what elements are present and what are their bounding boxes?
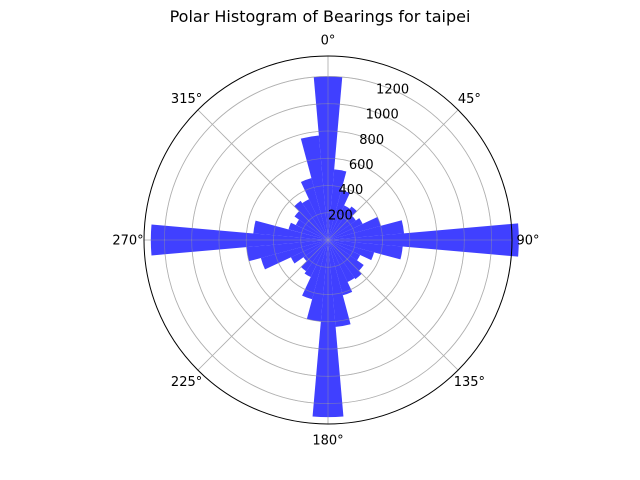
bar-150 — [328, 240, 355, 282]
r-label-600: 600 — [349, 158, 374, 173]
r-label-1200: 1200 — [376, 82, 409, 97]
bar-190 — [306, 240, 328, 322]
bar-40 — [328, 206, 357, 240]
r-label-200: 200 — [328, 208, 353, 223]
bar-130 — [328, 240, 364, 271]
bar-140 — [328, 240, 362, 280]
grid-spoke-315 — [197, 109, 329, 241]
grid-spoke-225 — [197, 239, 329, 371]
grid-spoke-135 — [327, 239, 459, 371]
polar-grid-overlay — [144, 56, 512, 424]
bar-160 — [328, 240, 353, 296]
bar-100 — [328, 240, 403, 260]
bar-80 — [328, 220, 405, 240]
bar-330 — [302, 199, 328, 240]
theta-label-45: 45° — [458, 92, 481, 107]
bar-210 — [304, 240, 328, 278]
bar-280 — [253, 220, 328, 240]
bar-110 — [328, 240, 375, 261]
bar-230 — [303, 240, 328, 262]
bar-240 — [290, 240, 328, 264]
polar-frame — [143, 55, 513, 425]
r-label-800: 800 — [359, 133, 384, 148]
bar-30 — [328, 205, 350, 240]
bar-250 — [260, 240, 328, 270]
bar-220 — [301, 240, 328, 272]
theta-label-135: 135° — [454, 375, 485, 390]
bar-60 — [328, 218, 363, 240]
bar-320 — [294, 200, 328, 240]
theta-label-90: 90° — [516, 234, 539, 249]
bar-200 — [302, 240, 328, 300]
bar-290 — [288, 222, 328, 240]
bar-260 — [246, 240, 328, 262]
bar-300 — [295, 219, 328, 240]
theta-label-0: 0° — [321, 34, 336, 49]
bar-70 — [328, 216, 381, 240]
chart-title: Polar Histogram of Bearings for taipei — [170, 7, 471, 26]
theta-label-180: 180° — [312, 434, 343, 449]
theta-label-270: 270° — [112, 234, 143, 249]
grid-spoke-45 — [327, 109, 459, 241]
theta-label-315: 315° — [171, 92, 202, 107]
theta-label-225: 225° — [171, 375, 202, 390]
r-label-1000: 1000 — [366, 108, 399, 123]
bar-310 — [294, 211, 328, 240]
r-label-400: 400 — [338, 183, 363, 198]
bar-120 — [328, 240, 361, 261]
bar-340 — [300, 178, 328, 240]
bar-170 — [328, 240, 351, 327]
radial-tick-labels: 200 400 600 800 1000 1200 — [328, 82, 409, 223]
theta-tick-labels: 0° 45° 90° 135° 180° 225° 270° 315° — [112, 34, 539, 449]
